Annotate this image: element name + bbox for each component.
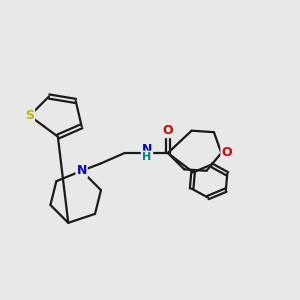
Text: S: S: [25, 109, 34, 122]
Text: N: N: [142, 143, 152, 156]
Text: O: O: [221, 146, 232, 160]
Text: O: O: [163, 124, 173, 137]
Text: N: N: [76, 164, 87, 177]
Text: H: H: [142, 152, 152, 161]
